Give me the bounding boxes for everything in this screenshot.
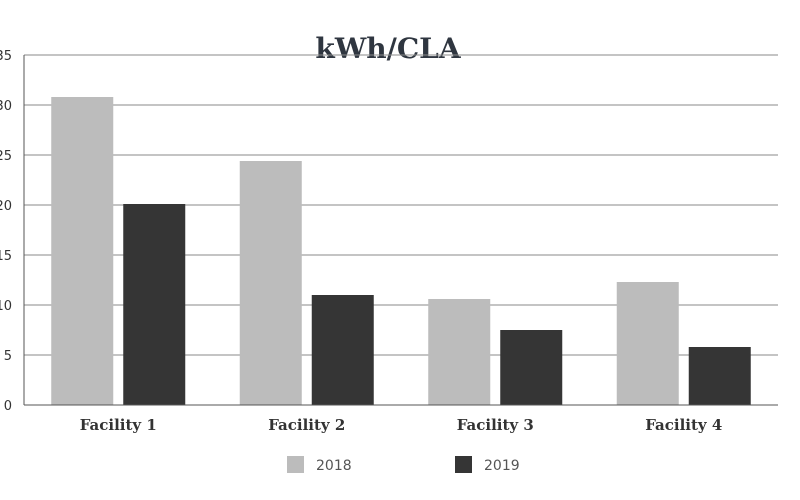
y-tick-label: 25: [0, 149, 12, 164]
x-tick-label: Facility 4: [645, 416, 722, 434]
x-tick-label: Facility 1: [80, 416, 157, 434]
x-tick-label: Facility 2: [268, 416, 345, 434]
y-tick-label: 5: [4, 349, 12, 364]
y-tick-label: 30: [0, 99, 12, 114]
y-tick-label: 0: [4, 399, 12, 414]
y-tick-label: 20: [0, 199, 12, 214]
legend: 2018 2019: [287, 456, 520, 474]
y-axis-ticks: 0 5 10 15 20 25 30 35: [0, 49, 12, 414]
legend-swatch: [455, 456, 472, 473]
legend-label: 2019: [484, 458, 520, 474]
bar-2019: [311, 295, 374, 405]
bar-2018: [51, 97, 114, 405]
bar-2019: [123, 204, 186, 405]
bar-2019: [688, 347, 751, 405]
bar-2019: [500, 330, 563, 405]
y-tick-label: 35: [0, 49, 12, 64]
bar-2018: [239, 161, 302, 405]
x-axis-labels: Facility 1 Facility 2 Facility 3 Facility 4: [80, 416, 723, 434]
x-tick-label: Facility 3: [457, 416, 534, 434]
bars: [51, 97, 751, 405]
legend-swatch: [287, 456, 304, 473]
chart-title: kWh/CLA: [315, 32, 461, 65]
bar-2018: [428, 299, 491, 405]
legend-label: 2018: [316, 458, 352, 474]
bar-2018: [616, 282, 679, 405]
y-tick-label: 10: [0, 299, 12, 314]
y-tick-label: 15: [0, 249, 12, 264]
